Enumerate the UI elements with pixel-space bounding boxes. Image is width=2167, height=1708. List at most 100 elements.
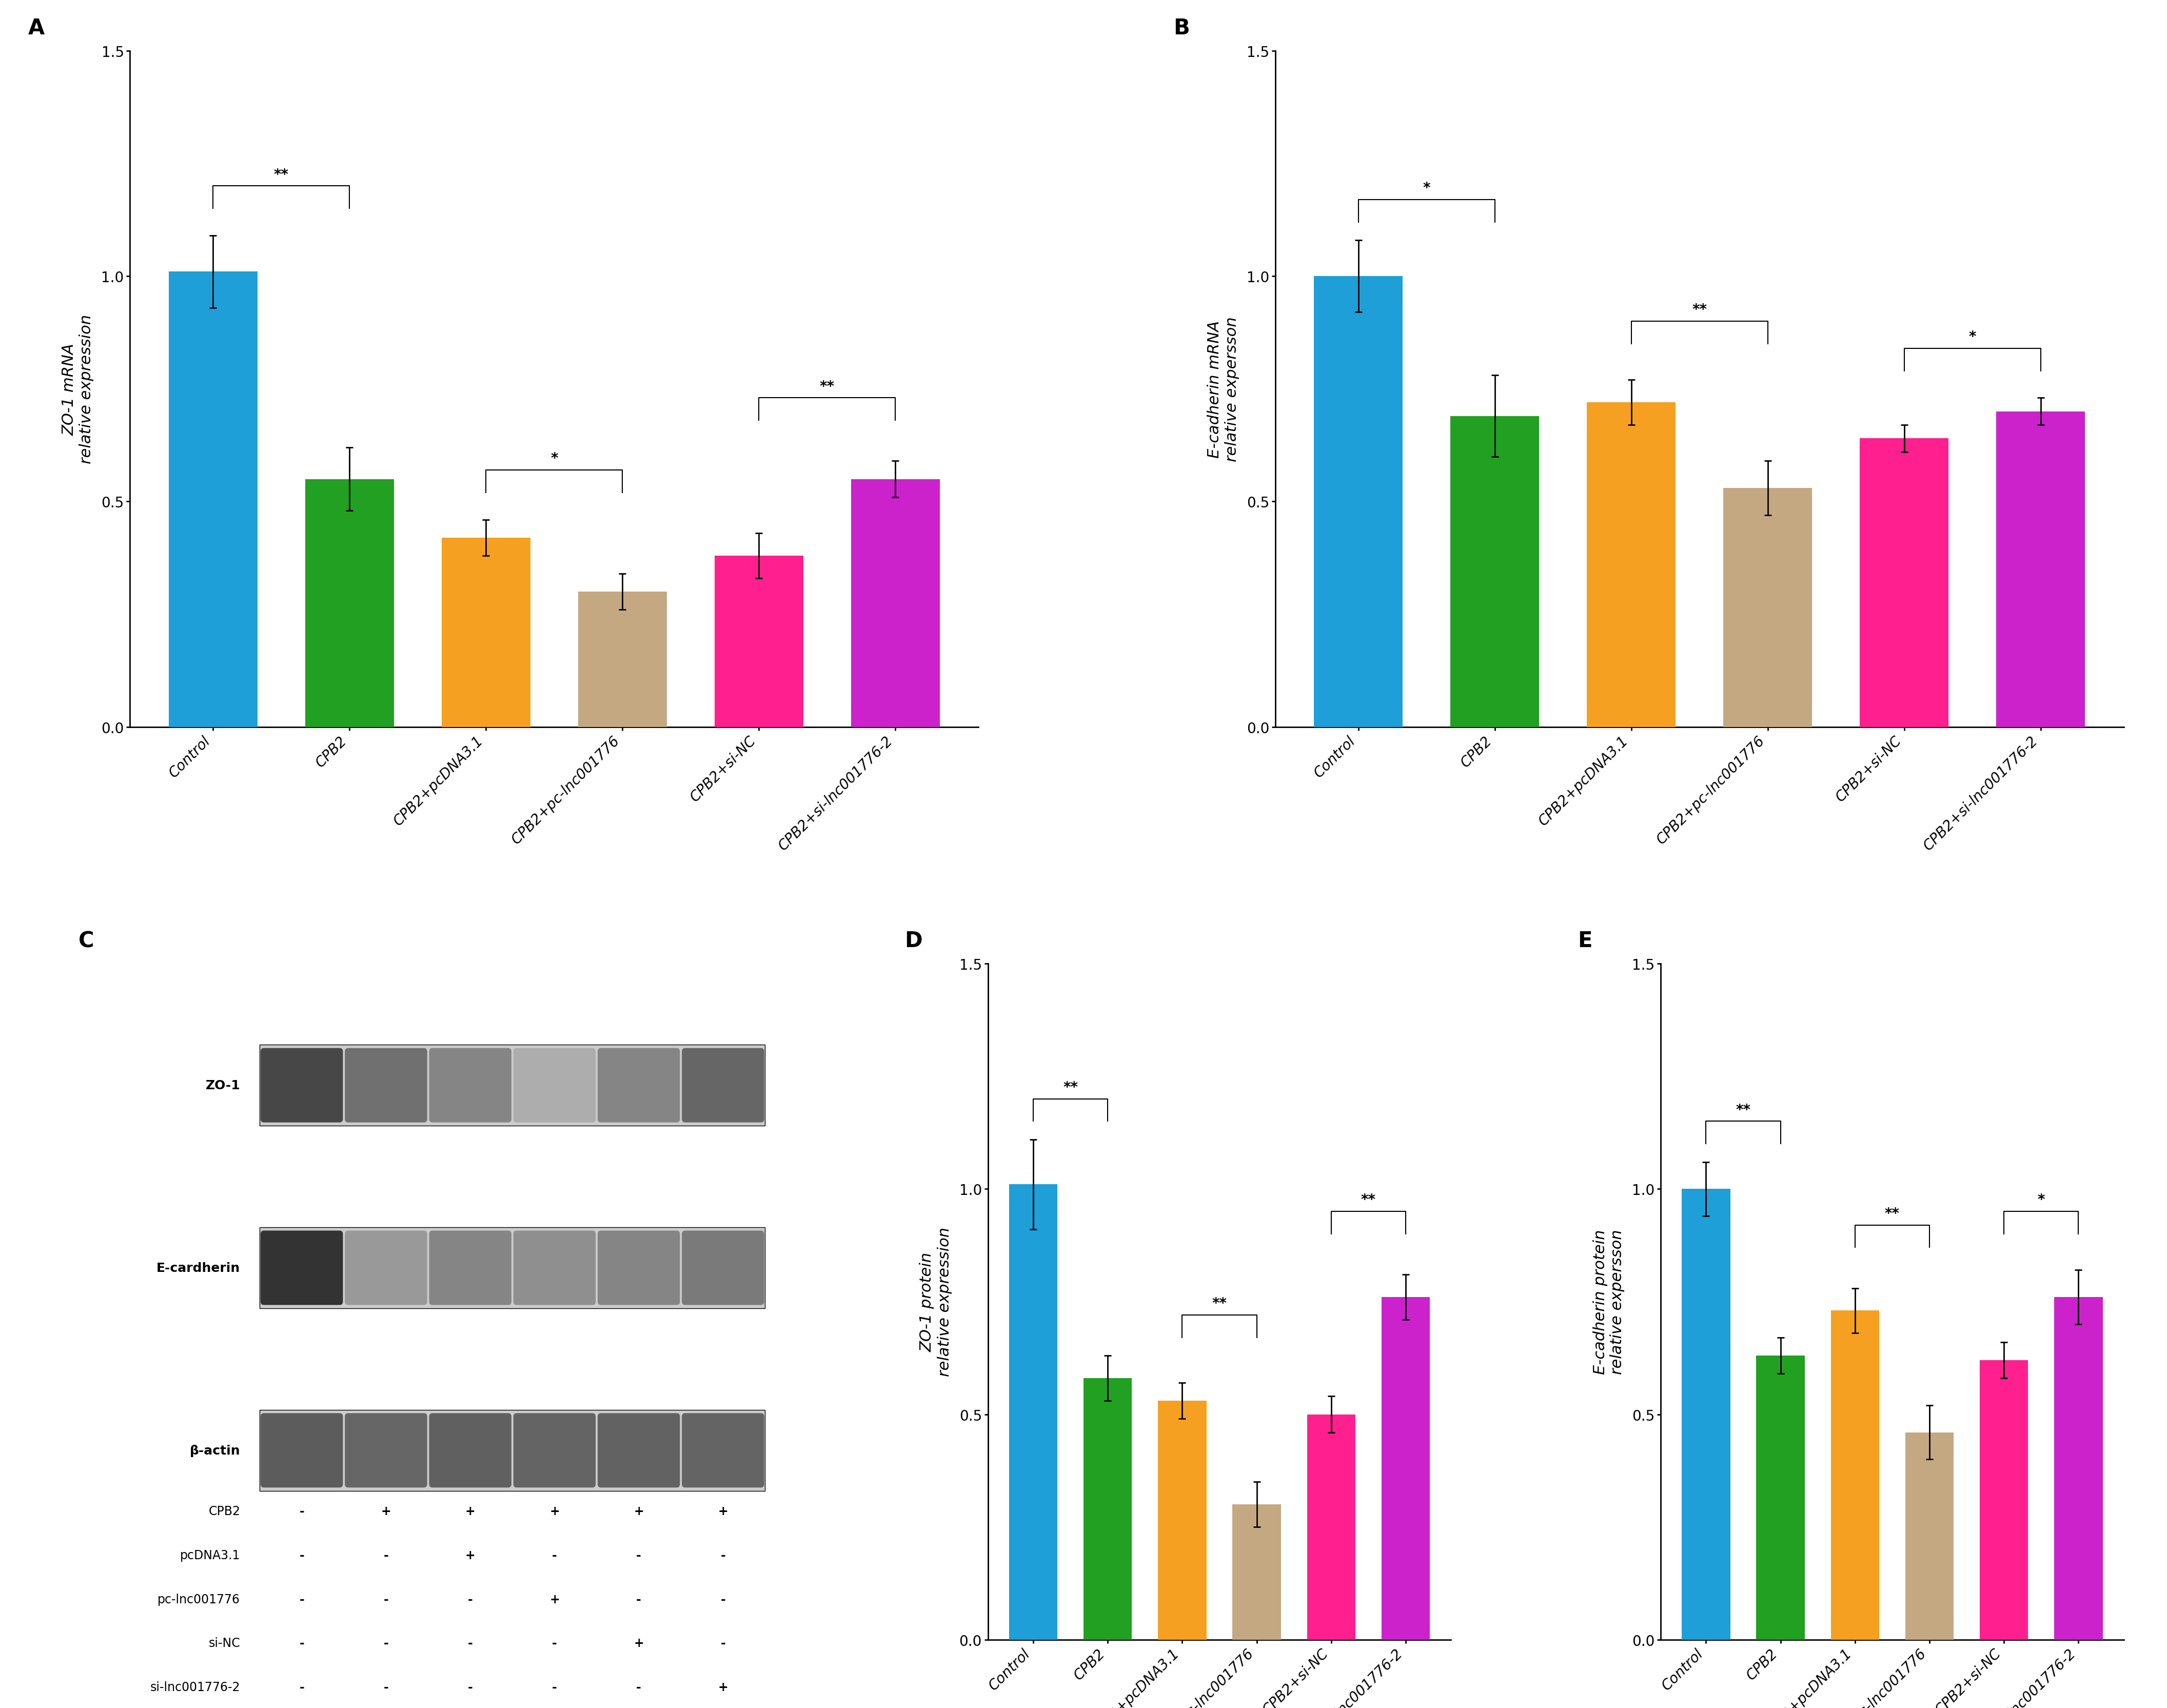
FancyBboxPatch shape xyxy=(345,1413,427,1488)
FancyBboxPatch shape xyxy=(260,1231,342,1305)
Text: +: + xyxy=(381,1505,390,1517)
FancyBboxPatch shape xyxy=(260,1049,342,1122)
FancyBboxPatch shape xyxy=(260,1045,765,1126)
Text: +: + xyxy=(550,1505,559,1517)
FancyBboxPatch shape xyxy=(429,1413,511,1488)
Text: -: - xyxy=(637,1594,641,1606)
Text: CPB2: CPB2 xyxy=(208,1505,241,1517)
Text: E: E xyxy=(1578,929,1593,951)
Text: -: - xyxy=(299,1594,303,1606)
FancyBboxPatch shape xyxy=(429,1231,511,1305)
Text: pc-lnc001776: pc-lnc001776 xyxy=(158,1594,241,1606)
Text: E-cardherin: E-cardherin xyxy=(156,1262,241,1274)
FancyBboxPatch shape xyxy=(598,1231,680,1305)
Text: -: - xyxy=(468,1594,472,1606)
Bar xyxy=(1307,1414,1354,1640)
Text: -: - xyxy=(468,1636,472,1650)
Text: +: + xyxy=(466,1505,475,1517)
Bar xyxy=(1996,412,2085,728)
FancyBboxPatch shape xyxy=(598,1413,680,1488)
Text: -: - xyxy=(553,1681,557,1693)
Text: -: - xyxy=(637,1549,641,1561)
Text: -: - xyxy=(384,1549,388,1561)
FancyBboxPatch shape xyxy=(598,1049,680,1122)
Text: **: ** xyxy=(819,379,834,395)
Text: +: + xyxy=(550,1594,559,1606)
Text: *: * xyxy=(1424,181,1430,195)
FancyBboxPatch shape xyxy=(345,1049,427,1122)
Bar xyxy=(1157,1401,1207,1640)
Text: -: - xyxy=(299,1636,303,1650)
Text: -: - xyxy=(384,1681,388,1693)
Bar xyxy=(1586,403,1675,728)
Text: C: C xyxy=(78,929,93,951)
Bar xyxy=(852,480,940,728)
Text: +: + xyxy=(717,1681,728,1693)
Bar xyxy=(1233,1505,1281,1640)
Text: -: - xyxy=(468,1681,472,1693)
Text: -: - xyxy=(719,1636,726,1650)
FancyBboxPatch shape xyxy=(683,1049,765,1122)
Bar xyxy=(1313,277,1402,728)
Text: -: - xyxy=(553,1636,557,1650)
Text: -: - xyxy=(553,1549,557,1561)
Text: -: - xyxy=(637,1681,641,1693)
Bar xyxy=(1010,1185,1057,1640)
Text: **: ** xyxy=(1361,1192,1376,1208)
Bar xyxy=(1084,1378,1131,1640)
Bar xyxy=(2054,1296,2102,1640)
FancyBboxPatch shape xyxy=(683,1413,765,1488)
Text: A: A xyxy=(28,17,46,39)
Bar xyxy=(442,538,531,728)
Text: *: * xyxy=(2037,1192,2046,1208)
Text: B: B xyxy=(1175,17,1190,39)
Text: -: - xyxy=(384,1594,388,1606)
Text: +: + xyxy=(717,1505,728,1517)
Text: *: * xyxy=(550,451,557,466)
Text: **: ** xyxy=(1692,302,1708,318)
Bar xyxy=(1981,1360,2028,1640)
FancyBboxPatch shape xyxy=(260,1228,765,1308)
Y-axis label: E-cadherin protein
relative expersson: E-cadherin protein relative expersson xyxy=(1593,1230,1625,1375)
Text: β-actin: β-actin xyxy=(189,1445,241,1457)
FancyBboxPatch shape xyxy=(514,1049,596,1122)
Text: **: ** xyxy=(1064,1079,1077,1095)
Bar xyxy=(1450,417,1539,728)
Text: **: ** xyxy=(1736,1103,1751,1117)
Bar xyxy=(1859,439,1948,728)
Bar xyxy=(1755,1356,1805,1640)
Text: D: D xyxy=(904,929,923,951)
Text: -: - xyxy=(299,1549,303,1561)
Text: **: ** xyxy=(1211,1296,1227,1310)
Text: pcDNA3.1: pcDNA3.1 xyxy=(180,1549,241,1561)
Bar xyxy=(1905,1433,1955,1640)
Text: -: - xyxy=(719,1549,726,1561)
Bar xyxy=(1831,1310,1879,1640)
Bar xyxy=(306,480,394,728)
Text: si-NC: si-NC xyxy=(208,1636,241,1650)
Text: -: - xyxy=(299,1681,303,1693)
FancyBboxPatch shape xyxy=(345,1231,427,1305)
Bar xyxy=(1380,1296,1430,1640)
Y-axis label: ZO-1 protein
relative expression: ZO-1 protein relative expression xyxy=(921,1226,951,1377)
Text: +: + xyxy=(633,1505,644,1517)
Text: ZO-1: ZO-1 xyxy=(206,1079,241,1091)
Bar xyxy=(1682,1189,1729,1640)
Text: +: + xyxy=(633,1636,644,1650)
Bar xyxy=(579,593,667,728)
Text: si-lnc001776-2: si-lnc001776-2 xyxy=(150,1681,241,1693)
Text: **: ** xyxy=(273,167,288,183)
Bar xyxy=(1723,488,1812,728)
FancyBboxPatch shape xyxy=(429,1049,511,1122)
Text: *: * xyxy=(1970,330,1976,343)
Text: -: - xyxy=(299,1505,303,1517)
Bar xyxy=(715,555,804,728)
FancyBboxPatch shape xyxy=(260,1409,765,1491)
Text: +: + xyxy=(466,1549,475,1561)
Y-axis label: E-cadherin mRNA
relative expersson: E-cadherin mRNA relative expersson xyxy=(1207,316,1240,461)
Text: **: ** xyxy=(1885,1206,1900,1221)
FancyBboxPatch shape xyxy=(514,1413,596,1488)
FancyBboxPatch shape xyxy=(260,1413,342,1488)
Y-axis label: ZO-1 mRNA
relative expression: ZO-1 mRNA relative expression xyxy=(63,314,93,465)
FancyBboxPatch shape xyxy=(683,1231,765,1305)
